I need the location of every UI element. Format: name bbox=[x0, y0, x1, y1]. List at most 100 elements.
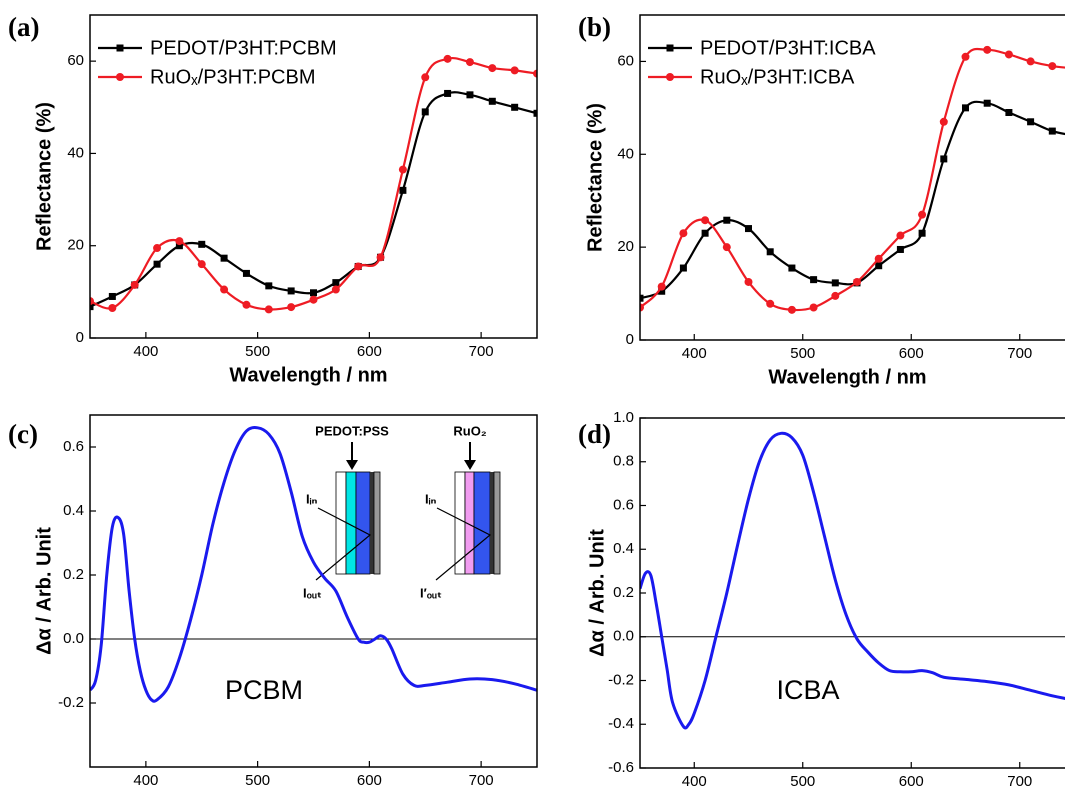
marker bbox=[853, 277, 861, 286]
x-axis-label: Wavelength / nm bbox=[229, 364, 387, 386]
inset-label: Iᵢₙ bbox=[425, 491, 436, 506]
y-tick-label: 0.4 bbox=[613, 540, 634, 557]
inset-label: Iᵢₙ bbox=[306, 491, 317, 506]
marker bbox=[875, 262, 883, 270]
marker bbox=[153, 244, 162, 253]
x-tick-label: 400 bbox=[133, 772, 158, 789]
marker bbox=[896, 231, 905, 240]
marker bbox=[701, 229, 709, 237]
x-tick-label: 500 bbox=[245, 772, 270, 789]
y-axis-label: Reflectance (%) bbox=[33, 102, 55, 251]
marker bbox=[896, 245, 904, 253]
marker bbox=[331, 285, 340, 294]
marker bbox=[511, 103, 519, 111]
y-tick-label: -0.2 bbox=[608, 671, 634, 688]
marker bbox=[421, 108, 429, 116]
panel-label: (d) bbox=[578, 419, 611, 449]
plot-area bbox=[90, 426, 537, 703]
marker bbox=[766, 248, 774, 256]
y-tick-label: -0.2 bbox=[58, 694, 84, 711]
marker bbox=[679, 264, 687, 272]
marker bbox=[130, 280, 139, 289]
panel-label: (c) bbox=[8, 419, 38, 449]
marker bbox=[1005, 109, 1013, 116]
layer bbox=[490, 472, 494, 574]
marker bbox=[264, 305, 273, 314]
x-tick-label: 400 bbox=[133, 343, 158, 360]
marker bbox=[983, 99, 991, 107]
marker bbox=[983, 45, 992, 54]
marker bbox=[90, 303, 94, 311]
marker bbox=[1048, 127, 1056, 135]
y-tick-label: 0.6 bbox=[613, 496, 634, 513]
marker bbox=[220, 285, 229, 294]
annotation: ICBA bbox=[776, 675, 839, 705]
marker bbox=[723, 216, 731, 224]
marker bbox=[488, 64, 497, 73]
y-tick-label: 20 bbox=[617, 238, 634, 255]
y-tick-label: -0.4 bbox=[608, 715, 634, 732]
plot-area bbox=[640, 45, 1065, 314]
y-tick-label: 0.0 bbox=[613, 628, 634, 645]
marker bbox=[332, 279, 340, 287]
marker bbox=[443, 54, 452, 63]
marker bbox=[874, 254, 883, 263]
marker bbox=[444, 89, 452, 97]
axes-frame bbox=[639, 14, 1065, 341]
y-tick-label: 20 bbox=[67, 237, 84, 254]
x-tick-label: 600 bbox=[357, 343, 382, 360]
inset-diagram: PEDOT:PSS Iᵢₙ Iₒᵤₜ RuO₂ Iᵢₙ I′ₒᵤₜ bbox=[303, 423, 501, 600]
y-tick-label: 0.6 bbox=[63, 438, 84, 455]
y-tick-label: 0.0 bbox=[63, 630, 84, 647]
marker bbox=[242, 300, 251, 309]
layer bbox=[454, 471, 466, 575]
marker bbox=[488, 97, 496, 105]
y-tick-label: -0.6 bbox=[608, 759, 634, 776]
marker bbox=[722, 243, 731, 252]
y-tick-label: 0 bbox=[76, 329, 84, 346]
legend-label: PEDOT/P3HT:PCBM bbox=[150, 37, 337, 59]
marker bbox=[918, 210, 927, 219]
marker bbox=[466, 91, 474, 99]
inset-label: I′ₒᵤₜ bbox=[420, 585, 442, 600]
marker bbox=[108, 292, 116, 300]
legend-label: PEDOT/P3HT:ICBA bbox=[700, 37, 876, 59]
axes-frame bbox=[89, 14, 538, 339]
series-line bbox=[90, 91, 537, 308]
marker bbox=[701, 216, 710, 225]
marker bbox=[310, 289, 317, 297]
marker bbox=[175, 242, 183, 250]
marker bbox=[787, 305, 796, 314]
marker bbox=[376, 253, 385, 262]
marker bbox=[116, 73, 124, 81]
marker bbox=[265, 282, 273, 290]
marker bbox=[90, 297, 94, 306]
marker bbox=[810, 276, 818, 284]
y-axis-label: Δα / Arb. Unit bbox=[586, 529, 608, 657]
marker bbox=[533, 109, 537, 117]
ray bbox=[435, 507, 492, 581]
y-tick-label: 0 bbox=[626, 331, 634, 348]
marker bbox=[399, 186, 407, 194]
marker bbox=[809, 303, 818, 312]
ray bbox=[315, 507, 372, 581]
marker bbox=[657, 282, 666, 291]
marker bbox=[1027, 118, 1035, 126]
marker bbox=[831, 291, 840, 300]
marker bbox=[287, 287, 295, 295]
x-tick-label: 700 bbox=[1007, 773, 1032, 790]
x-axis-label: Wavelength / nm bbox=[768, 366, 926, 388]
marker bbox=[465, 58, 474, 67]
marker bbox=[1026, 57, 1035, 66]
marker bbox=[510, 66, 519, 75]
series-line bbox=[640, 100, 1065, 300]
marker bbox=[788, 264, 796, 272]
y-tick-label: 1.0 bbox=[613, 409, 634, 426]
inset-label: Iₒᵤₜ bbox=[303, 585, 322, 600]
marker bbox=[421, 73, 430, 82]
marker bbox=[354, 262, 363, 271]
marker bbox=[398, 165, 407, 174]
marker bbox=[666, 73, 674, 81]
marker bbox=[666, 44, 674, 52]
